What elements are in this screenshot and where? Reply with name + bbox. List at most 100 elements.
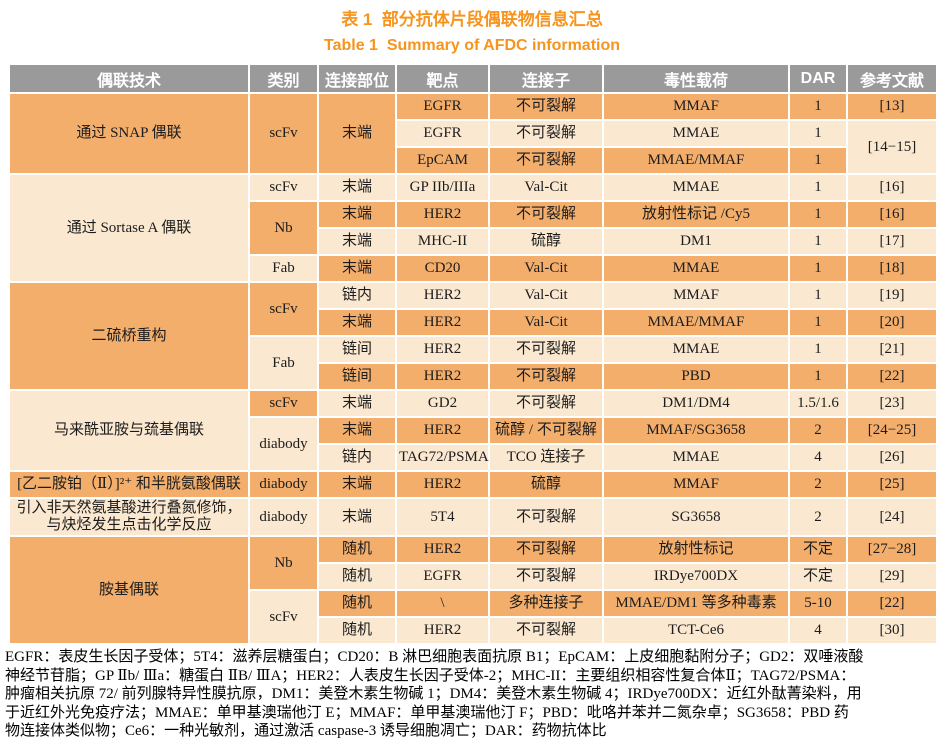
cell-reference: [16] [846, 173, 938, 202]
cell-dar: 1 [788, 362, 848, 391]
cell-category: scFv [248, 589, 319, 645]
cell-payload: MMAF [602, 470, 790, 499]
cell-site: 随机 [317, 589, 397, 618]
cell-payload: IRDye700DX [602, 562, 790, 591]
cell-category: scFv [248, 173, 319, 202]
table-row: 马来酰亚胺与巯基偶联 scFv 末端 GD2 不可裂解 DM1/DM4 1.5/1.6 [23… [8, 389, 938, 472]
cell-target: HER2 [395, 281, 490, 310]
table-row: 二硫桥重构 scFv 链内 HER2 Val-Cit MMAF 1 [19] [8, 281, 938, 391]
column-header-category: 类别 [248, 63, 319, 94]
cell-technique: 引入非天然氨基酸进行叠氮修饰，与炔烃发生点击化学反应 [8, 497, 250, 537]
column-header-linker: 连接子 [488, 63, 604, 94]
cell-reference: [13] [846, 92, 938, 121]
cell-reference: [29] [846, 562, 938, 591]
cell-payload: PBD [602, 362, 790, 391]
cell-linker: Val-Cit [488, 254, 604, 283]
cell-target: HER2 [395, 535, 490, 564]
cell-technique: 胺基偶联 [8, 535, 250, 645]
table-row: 引入非天然氨基酸进行叠氮修饰，与炔烃发生点击化学反应 diabody 末端 5T4 不可… [8, 497, 938, 537]
cell-payload: MMAE/MMAF [602, 308, 790, 337]
cell-dar: 不定 [788, 562, 848, 591]
cell-site: 链内 [317, 281, 397, 310]
cell-target: EGFR [395, 119, 490, 148]
cell-reference: [17] [846, 227, 938, 256]
footnote-line: 于近红外光免疫疗法；MMAE：单甲基澳瑞他汀 E；MMAF：单甲基澳瑞他汀 F；… [5, 704, 849, 721]
cell-dar: 不定 [788, 535, 848, 564]
cell-site: 末端 [317, 308, 397, 337]
cell-dar: 2 [788, 497, 848, 537]
cell-dar: 1 [788, 281, 848, 310]
cell-payload: TCT-Ce6 [602, 616, 790, 645]
cell-category: Nb [248, 200, 319, 256]
cell-target: HER2 [395, 616, 490, 645]
cell-target: HER2 [395, 308, 490, 337]
cell-payload: 放射性标记 [602, 535, 790, 564]
cell-target: HER2 [395, 200, 490, 229]
cell-category: scFv [248, 281, 319, 337]
table-row: Fab 链间 HER2 不可裂解 MMAE 1 [21] [9, 335, 938, 391]
cell-dar: 1 [788, 119, 848, 148]
table-row: scFv 随机 \ 多种连接子 MMAE/DM1 等多种毒素 5-10 [22] [9, 589, 938, 645]
cell-payload: SG3658 [602, 497, 790, 537]
cell-site: 随机 [317, 562, 397, 591]
afdc-summary-table: 偶联技术 类别 连接部位 靶点 连接子 毒性载荷 DAR 参考文献 通过 SNA… [8, 63, 938, 645]
table-title-en: Table 1 Summary of AFDC information [323, 37, 621, 54]
cell-technique: [乙二胺铂（Ⅱ）]²⁺ 和半胱氨酸偶联 [8, 470, 250, 499]
cell-reference: [16] [846, 200, 938, 229]
cell-linker: Val-Cit [488, 308, 604, 337]
table-row: EGFR 不可裂解 MMAE 1 [14−15] [9, 119, 938, 175]
cell-linker: 多种连接子 [488, 589, 604, 618]
cell-target: 5T4 [395, 497, 490, 537]
table-footnote: EGFR：表皮生长因子受体；5T4：滋养层糖蛋白；CD20：B 淋巴细胞表面抗原… [5, 648, 939, 741]
table-row: diabody 末端 HER2 硫醇 / 不可裂解 MMAF/SG3658 2 [24−25… [9, 416, 938, 472]
cell-technique: 马来酰亚胺与巯基偶联 [8, 389, 250, 472]
cell-payload: DM1 [602, 227, 790, 256]
cell-payload: MMAE [602, 443, 790, 472]
cell-linker: 不可裂解 [488, 335, 604, 364]
column-header-dar: DAR [788, 63, 848, 94]
cell-linker: 不可裂解 [488, 616, 604, 645]
cell-linker: 硫醇 [488, 227, 604, 256]
cell-site: 末端 [317, 227, 397, 256]
table-row: 随机 EGFR 不可裂解 IRDye700DX 不定 [29] [9, 562, 938, 591]
cell-reference: [25] [846, 470, 938, 499]
cell-dar: 1 [788, 335, 848, 364]
cell-linker: 硫醇 [488, 470, 604, 499]
table-row: 链内 TAG72/PSMA TCO 连接子 MMAE 4 [26] [9, 443, 938, 472]
table-row: 末端 MHC-II 硫醇 DM1 1 [17] [9, 227, 938, 256]
table-row: [乙二胺铂（Ⅱ）]²⁺ 和半胱氨酸偶联 diabody 末端 HER2 硫醇 MMAF 2[… [8, 470, 938, 499]
cell-site: 末端 [317, 470, 397, 499]
table-row: 末端 HER2 Val-Cit MMAE/MMAF 1 [20] [9, 308, 938, 337]
cell-target: EGFR [395, 562, 490, 591]
cell-linker: Val-Cit [488, 281, 604, 310]
cell-site: 末端 [317, 389, 397, 418]
cell-payload: MMAF [602, 92, 790, 121]
cell-payload: DM1/DM4 [602, 389, 790, 418]
cell-technique: 通过 Sortase A 偶联 [8, 173, 250, 283]
cell-linker: 不可裂解 [488, 362, 604, 391]
cell-linker: 不可裂解 [488, 497, 604, 537]
cell-dar: 1 [788, 146, 848, 175]
cell-reference: [19] [846, 281, 938, 310]
cell-dar: 1 [788, 173, 848, 202]
cell-category: diabody [248, 416, 319, 472]
footnote-line: EGFR：表皮生长因子受体；5T4：滋养层糖蛋白；CD20：B 淋巴细胞表面抗原… [5, 649, 864, 665]
table-row: Nb 末端 HER2 不可裂解 放射性标记 /Cy5 1 [16] [9, 200, 938, 256]
table-title-cn: 表 1 部分抗体片段偶联物信息汇总 [341, 10, 603, 29]
table-row: 通过 Sortase A 偶联 scFv 末端 GP IIb/IIIa Val-Cit M… [8, 173, 938, 283]
cell-reference: [24−25] [846, 416, 938, 445]
cell-dar: 4 [788, 443, 848, 472]
column-header-payload: 毒性载荷 [602, 63, 790, 94]
table-row: EpCAM 不可裂解 MMAE/MMAF 1 [9, 146, 937, 175]
cell-linker: 不可裂解 [488, 146, 604, 175]
cell-dar: 2 [788, 416, 848, 445]
cell-dar: 1.5/1.6 [788, 389, 848, 418]
cell-target: GP IIb/IIIa [395, 173, 490, 202]
cell-site: 末端 [317, 173, 397, 202]
cell-site: 末端 [317, 200, 397, 229]
cell-reference: [22] [846, 589, 938, 618]
cell-linker: TCO 连接子 [488, 443, 604, 472]
cell-category: diabody [248, 497, 319, 537]
cell-site: 链内 [317, 443, 397, 472]
cell-dar: 1 [788, 227, 848, 256]
